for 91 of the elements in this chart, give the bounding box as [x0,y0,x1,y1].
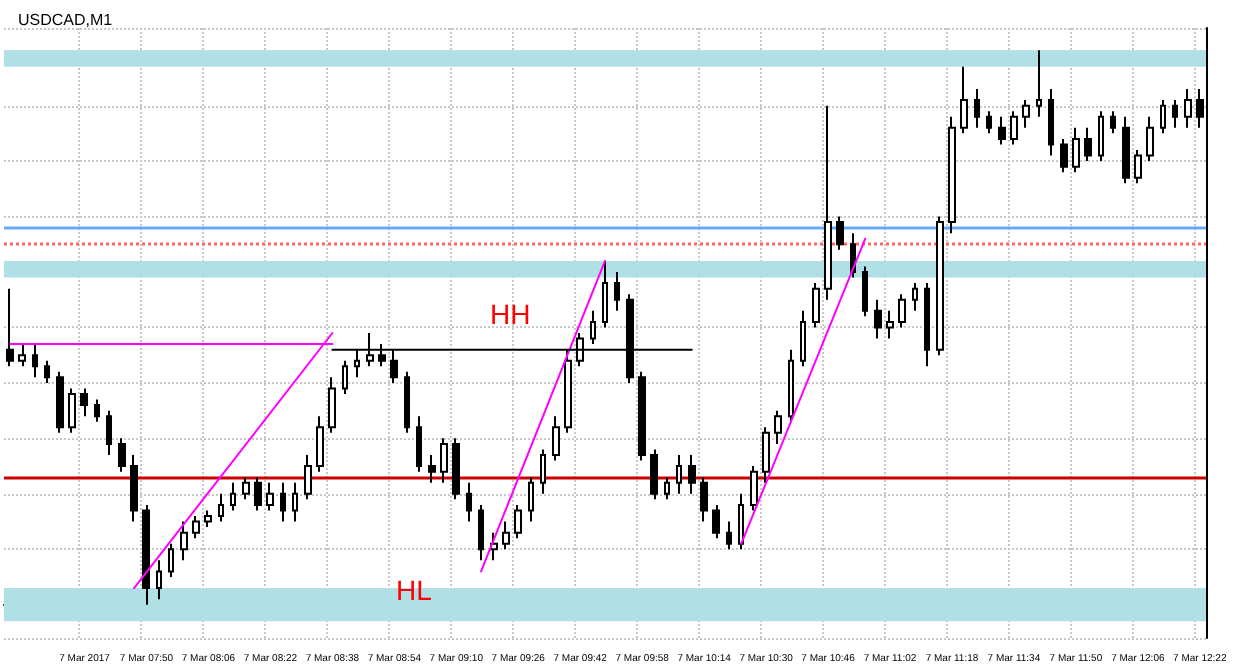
candlestick [130,454,138,523]
candlestick [688,454,696,495]
candlestick [192,515,200,540]
candlestick [1172,99,1178,129]
candlestick [56,370,64,434]
candlestick [1048,88,1054,157]
annotation: HH [490,298,531,330]
candlestick [750,465,758,512]
candlestick [998,115,1006,146]
candlestick [156,559,162,601]
candlestick [1072,126,1080,174]
candlestick [416,415,422,473]
candlestick [912,282,918,312]
candlestick [1010,110,1018,146]
candlestick [404,370,410,434]
candlestick [1060,137,1068,174]
candlestick [552,415,560,462]
candlestick [1110,110,1116,135]
candlestick [936,215,944,357]
candlestick [180,520,188,562]
candlestick [712,503,720,540]
candlestick [242,476,250,501]
candlestick [6,287,14,368]
candlestick [812,282,820,329]
candlestick [514,503,522,540]
candlestick [836,215,844,251]
candlestick [1184,88,1192,129]
candlestick [466,481,472,523]
candlestick [80,387,88,418]
candlestick [788,348,794,423]
candlestick [650,448,658,501]
candlestick [676,454,682,495]
candlestick [490,531,498,562]
candlestick [528,476,534,523]
candlestick [700,476,708,523]
candlestick [142,503,150,606]
candlestick [18,343,26,368]
candlestick [106,409,112,456]
candlestick [328,376,336,434]
candlestick [614,271,620,312]
candlestick [1036,49,1042,118]
candlestick [478,503,484,562]
candlestick [168,542,174,578]
candlestick [774,409,782,445]
candlestick [638,370,646,462]
candlestick [1022,99,1030,129]
candlestick [254,476,262,512]
candlestick [218,492,224,523]
candlestick [118,437,126,473]
candlestick [590,309,596,346]
candlestick [304,454,312,501]
candlestick [94,398,100,423]
candlestick [280,481,286,523]
candlestick [986,110,992,135]
candlestick [1084,126,1092,163]
candlestick [540,448,546,495]
candlestick [738,492,744,551]
candlestick [1122,115,1130,185]
candlestick [602,259,608,329]
candlestick [886,309,894,340]
candlestick [68,387,76,434]
candlestick [204,509,212,529]
candlestick [664,476,670,501]
candlestick [862,265,868,318]
candlestick [1160,99,1166,135]
candlestick [762,426,770,484]
candlestick [266,481,274,512]
candlestick [452,437,460,501]
candlestick [1146,115,1154,163]
candlestick [898,293,906,329]
candlestick [974,88,980,129]
candlestick [800,309,806,368]
candlestick [924,282,930,368]
candlestick [440,437,448,484]
candlestick [1134,149,1142,185]
chart-title: USDCAD,M1 [18,11,114,29]
candlestick [230,481,236,512]
candlestick [342,359,348,395]
annotation: HL [396,574,433,606]
candlestick [428,454,436,484]
candlestick [824,104,832,301]
candlestick [32,343,38,379]
candlestick [502,520,510,551]
candlestick [948,115,956,235]
candlestick [292,481,298,523]
candlestick [316,415,324,473]
candlestick [726,520,732,551]
candlestick [1098,110,1104,163]
candlestick [874,298,882,340]
candlestick [44,359,50,384]
candlestick [960,65,968,135]
